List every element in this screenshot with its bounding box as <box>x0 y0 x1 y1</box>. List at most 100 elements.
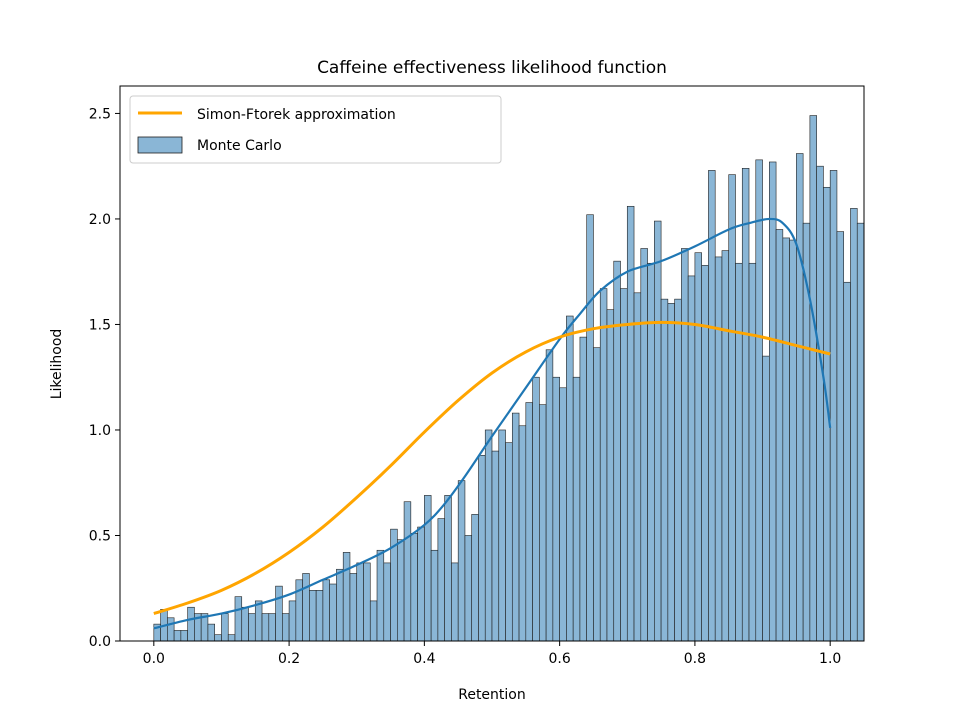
histogram-bar <box>633 292 642 642</box>
histogram-bar <box>660 298 669 642</box>
histogram-bars <box>153 115 865 642</box>
histogram-bar <box>640 248 648 642</box>
histogram-bar <box>755 159 763 642</box>
histogram-bar <box>369 600 378 642</box>
histogram-bar <box>167 617 175 642</box>
histogram-bar <box>809 115 817 642</box>
histogram-bar <box>789 239 797 642</box>
histogram-bar <box>599 288 608 642</box>
histogram-bar <box>741 168 750 642</box>
histogram-bar <box>275 585 283 642</box>
histogram-bar <box>444 495 452 642</box>
histogram-bar <box>241 606 249 642</box>
histogram-bar <box>397 539 405 642</box>
histogram-bar <box>464 535 473 642</box>
y-tick-label: 1.5 <box>89 317 111 333</box>
histogram-bar <box>410 533 418 642</box>
histogram-bar <box>268 613 276 642</box>
y-tick-label: 2.5 <box>89 106 111 122</box>
histogram-bar <box>613 260 621 642</box>
histogram-bar <box>457 480 466 642</box>
histogram-bar <box>850 208 858 642</box>
histogram-bar <box>694 252 702 642</box>
histogram-bar <box>775 229 784 642</box>
histogram-bar <box>227 634 236 642</box>
histogram-bar <box>714 256 723 642</box>
x-tick-label: 0.6 <box>549 651 571 667</box>
legend-label-approx: Simon-Ftorek approximation <box>197 107 396 123</box>
histogram-bar <box>572 376 581 642</box>
histogram-bar <box>708 170 716 642</box>
histogram-bar <box>356 562 364 642</box>
y-axis: 0.0 0.5 1.0 1.5 2.0 2.5 <box>89 106 120 650</box>
kde-line <box>153 217 832 630</box>
histogram-bar <box>559 387 567 642</box>
x-axis: 0.0 0.2 0.4 0.6 0.8 1.0 <box>143 641 841 667</box>
histogram-bar <box>539 404 547 642</box>
histogram-bar <box>207 623 215 642</box>
histogram-bar <box>606 309 615 642</box>
histogram-bar <box>647 262 655 642</box>
x-axis-label: Retention <box>458 687 526 703</box>
histogram-bar <box>782 237 790 642</box>
histogram-bar <box>769 161 777 642</box>
histogram-bar <box>681 248 689 642</box>
histogram-bar <box>856 222 865 642</box>
chart-lines <box>153 217 832 630</box>
histogram-bar <box>511 412 520 642</box>
histogram-bar <box>545 349 554 642</box>
histogram-bar <box>309 590 317 642</box>
x-tick-label: 0.2 <box>278 651 300 667</box>
histogram-bar <box>282 613 290 642</box>
histogram-bar <box>484 429 493 642</box>
chart-title: Caffeine effectiveness likelihood functi… <box>317 58 667 78</box>
histogram-bar <box>376 549 385 642</box>
histogram-bar <box>451 562 459 642</box>
histogram-bar <box>417 526 425 642</box>
histogram-bar <box>471 514 479 642</box>
histogram-bar <box>187 606 195 642</box>
histogram-bar <box>728 174 736 642</box>
histogram-bar <box>254 600 263 642</box>
histogram-bar <box>735 262 743 642</box>
plot-frame <box>119 85 865 642</box>
histogram-bar <box>796 153 804 642</box>
histogram-bar <box>234 596 243 642</box>
x-tick-label: 1.0 <box>819 651 841 667</box>
y-tick-label: 2.0 <box>89 212 111 228</box>
x-tick-label: 0.8 <box>684 651 706 667</box>
histogram-bar <box>505 442 513 642</box>
histogram-bar <box>701 265 709 642</box>
histogram-bar <box>552 376 560 642</box>
histogram-bar <box>342 552 351 642</box>
histogram-bar <box>491 450 500 642</box>
histogram-bar <box>721 250 730 642</box>
histogram-bar <box>498 429 506 642</box>
legend: Simon-Ftorek approximation Monte Carlo <box>129 95 502 164</box>
histogram-bar <box>180 630 188 642</box>
histogram-bar <box>437 518 445 642</box>
histogram-bar <box>836 231 845 642</box>
histogram-bar <box>654 220 662 642</box>
histogram-bar <box>336 568 344 642</box>
histogram-bar <box>566 315 574 642</box>
histogram-bar <box>748 262 757 642</box>
histogram-bar <box>383 562 391 642</box>
y-tick-label: 0.0 <box>89 634 111 650</box>
histogram-bar <box>525 402 533 642</box>
histogram-bar <box>843 281 851 642</box>
histogram-bar <box>329 583 337 642</box>
histogram-bar <box>430 549 439 642</box>
approximation-line <box>153 320 831 615</box>
histogram-bar <box>261 613 270 642</box>
histogram-bar <box>518 425 527 642</box>
histogram-bar <box>687 275 696 642</box>
histogram-bar <box>532 376 540 642</box>
histogram-bar <box>816 165 824 642</box>
histogram-bar <box>288 600 297 642</box>
histogram-bar <box>424 495 432 642</box>
histogram-bar <box>349 573 358 642</box>
histogram-bar <box>762 355 770 642</box>
y-axis-label: Likelihood <box>49 329 65 400</box>
